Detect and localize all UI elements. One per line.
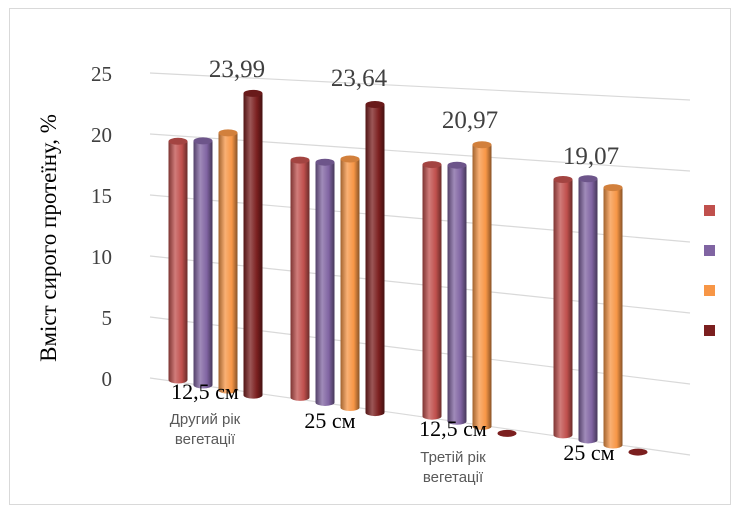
bar xyxy=(315,162,335,406)
y-tick-label: 10 xyxy=(91,245,112,269)
y-tick-label: 0 xyxy=(102,367,113,391)
category-labels: 12,5 см 25 см 12,5 см 25 см Другий рік вегета… xyxy=(170,379,615,486)
bar xyxy=(472,144,492,430)
bar-top xyxy=(422,161,442,169)
legend-swatch xyxy=(704,285,715,296)
bar-zero xyxy=(628,448,648,456)
group-label-line2: вегетації xyxy=(175,431,236,448)
bar-top xyxy=(218,129,238,137)
bar-zero xyxy=(497,429,517,437)
data-labels: 23,99 23,64 20,97 19,07 xyxy=(209,56,619,170)
bar xyxy=(578,178,598,444)
bars xyxy=(168,89,648,456)
legend xyxy=(704,205,715,336)
gridline xyxy=(149,72,691,101)
data-label: 23,64 xyxy=(331,65,388,92)
bar xyxy=(603,187,623,449)
bar xyxy=(365,104,385,417)
bar-top xyxy=(243,89,263,97)
bar xyxy=(422,164,442,420)
y-tick-label: 15 xyxy=(91,184,112,208)
category-label: 25 см xyxy=(563,440,614,465)
gridline xyxy=(149,194,691,243)
y-tick-labels: 0 5 10 15 20 25 xyxy=(91,62,112,391)
bar-top xyxy=(472,141,492,149)
group-label-line2: вегетації xyxy=(423,469,484,486)
gridline xyxy=(149,133,691,172)
bar-top xyxy=(290,156,310,164)
legend-swatch xyxy=(704,325,715,336)
gridlines xyxy=(149,72,691,456)
y-tick-label: 5 xyxy=(102,306,113,330)
group-label-line1: Другий рік xyxy=(170,411,241,428)
gridline xyxy=(149,255,691,314)
data-label: 23,99 xyxy=(209,56,265,83)
gridline xyxy=(149,377,691,456)
bar xyxy=(168,141,188,384)
legend-swatch xyxy=(704,245,715,256)
bar xyxy=(553,179,573,439)
bar xyxy=(447,165,467,425)
bar xyxy=(290,160,310,401)
legend-swatch xyxy=(704,205,715,216)
bar-top xyxy=(315,158,335,166)
gridline xyxy=(149,316,691,385)
bar-top xyxy=(168,137,188,145)
bar-top xyxy=(365,100,385,108)
bar xyxy=(340,159,360,412)
y-axis-label: Вміст сирого протеїну, % xyxy=(36,114,61,362)
data-label: 19,07 xyxy=(563,143,619,170)
category-label: 25 см xyxy=(304,408,355,433)
bar-top xyxy=(193,137,213,145)
bar-top xyxy=(553,176,573,184)
bar-top xyxy=(603,184,623,192)
bar-top xyxy=(447,161,467,169)
y-tick-label: 20 xyxy=(91,123,112,147)
bar xyxy=(193,140,213,389)
bar-top xyxy=(340,155,360,163)
bar xyxy=(243,93,263,399)
y-tick-label: 25 xyxy=(91,62,112,86)
bar-top xyxy=(578,175,598,183)
group-label-line1: Третій рік xyxy=(420,449,486,466)
category-label: 12,5 см xyxy=(419,416,487,441)
bar xyxy=(218,132,238,394)
data-label: 20,97 xyxy=(442,107,498,134)
category-label: 12,5 см xyxy=(171,379,239,404)
